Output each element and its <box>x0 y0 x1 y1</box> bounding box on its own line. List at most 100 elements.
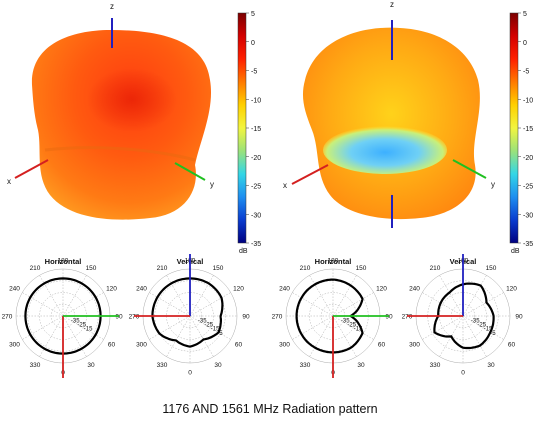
angle-label: 240 <box>136 286 147 293</box>
angle-label: 90 <box>515 314 523 321</box>
grid-spoke <box>332 275 357 317</box>
grid-spoke <box>462 292 504 317</box>
y-axis-line <box>452 159 487 179</box>
angle-label: 90 <box>115 314 123 321</box>
grid-spoke <box>149 315 191 340</box>
grid-spoke <box>39 275 64 317</box>
angle-label: 240 <box>9 286 20 293</box>
colorbar-tick-label: -5 <box>523 69 529 76</box>
grid-spoke <box>309 275 334 317</box>
x-axis-label: x <box>7 177 11 186</box>
angle-label: 270 <box>402 314 413 321</box>
polar-plot-3: Horizontal180150120906030033030027024021… <box>272 257 393 378</box>
y-axis-line <box>174 162 206 181</box>
grid-spoke <box>309 315 334 357</box>
angle-label: 60 <box>378 342 386 349</box>
polar-title: Horizontal <box>45 257 82 266</box>
radial-label: -25 <box>347 323 356 329</box>
radial-label: -15 <box>354 327 363 333</box>
colorbar-gradient <box>509 12 519 244</box>
colorbar-unit-label: dB <box>239 248 248 255</box>
colorbar-tick-label: -30 <box>523 212 533 219</box>
angle-label: 270 <box>272 314 283 321</box>
colorbar-tick-label: -15 <box>523 126 533 133</box>
angle-label: 150 <box>213 265 224 272</box>
angle-label: 30 <box>214 362 222 369</box>
radial-label: -35 <box>198 318 207 324</box>
grid-spoke <box>22 315 64 340</box>
angle-label: 330 <box>430 362 441 369</box>
colorbar-tick-label: 0 <box>251 40 255 47</box>
grid-spoke <box>189 275 214 317</box>
angle-label: 240 <box>279 286 290 293</box>
angle-label: 330 <box>157 362 168 369</box>
colorbar-tick-label: -10 <box>251 97 261 104</box>
angle-label: 210 <box>430 265 441 272</box>
colorbar-tick-label: -35 <box>523 241 533 248</box>
colorbar-gradient <box>237 12 247 244</box>
z-axis-label: z <box>390 0 394 9</box>
grid-spoke <box>422 292 464 317</box>
grid-spoke <box>22 292 64 317</box>
radial-label: -25 <box>77 323 86 329</box>
colorbar-tick-label: -15 <box>251 126 261 133</box>
angle-label: 120 <box>376 286 387 293</box>
z-axis-label: z <box>110 2 114 11</box>
colorbar-tick-label: -5 <box>251 69 257 76</box>
radial-label: -15 <box>484 327 493 333</box>
radial-label: -15 <box>211 327 220 333</box>
grid-spoke <box>292 315 334 340</box>
max-gain-region <box>87 68 177 132</box>
angle-label: 330 <box>300 362 311 369</box>
colorbar-tick-label: -25 <box>523 184 533 191</box>
grid-spoke <box>332 315 357 357</box>
grid-spoke <box>439 275 464 317</box>
pattern-3d-1561: z x y <box>283 0 495 228</box>
angle-label: 0 <box>461 370 465 377</box>
angle-label: 150 <box>486 265 497 272</box>
surface-blob <box>302 27 480 220</box>
angle-label: 300 <box>136 342 147 349</box>
polar-plot-2: Vertical1801501209060300330300270240210-… <box>129 254 250 377</box>
grid-spoke <box>189 315 231 340</box>
colorbar-tick-label: -25 <box>251 184 261 191</box>
grid-spoke <box>62 292 104 317</box>
radial-label: -5 <box>217 331 223 337</box>
radial-label: -25 <box>204 323 213 329</box>
grid-spoke <box>62 315 104 340</box>
grid-spoke <box>422 315 464 340</box>
grid-spoke <box>149 292 191 317</box>
angle-label: 300 <box>409 342 420 349</box>
angle-label: 300 <box>279 342 290 349</box>
grid-spoke <box>462 315 487 357</box>
colorbar-tick-label: -20 <box>523 155 533 162</box>
angle-label: 0 <box>188 370 192 377</box>
y-axis-label: y <box>491 180 495 189</box>
y-axis-label: y <box>210 180 214 189</box>
angle-label: 300 <box>9 342 20 349</box>
angle-label: 330 <box>30 362 41 369</box>
angle-label: 180 <box>58 258 69 265</box>
colorbar-tick-label: -20 <box>251 155 261 162</box>
radial-label: -35 <box>71 318 80 324</box>
angle-label: 180 <box>328 258 339 265</box>
grid-spoke <box>62 315 87 357</box>
radial-label: -35 <box>341 318 350 324</box>
angle-label: 60 <box>235 342 243 349</box>
colorbar-tick-label: 5 <box>251 11 255 18</box>
polar-title: Horizontal <box>315 257 352 266</box>
grid-spoke <box>189 292 231 317</box>
x-axis-line <box>14 159 49 179</box>
angle-label: 150 <box>86 265 97 272</box>
grid-spoke <box>462 275 487 317</box>
grid-spoke <box>39 315 64 357</box>
angle-label: 120 <box>233 286 244 293</box>
min-gain-region <box>323 126 447 174</box>
grid-spoke <box>166 315 191 357</box>
radial-label: -25 <box>477 323 486 329</box>
angle-label: 30 <box>357 362 365 369</box>
angle-label: 270 <box>129 314 140 321</box>
